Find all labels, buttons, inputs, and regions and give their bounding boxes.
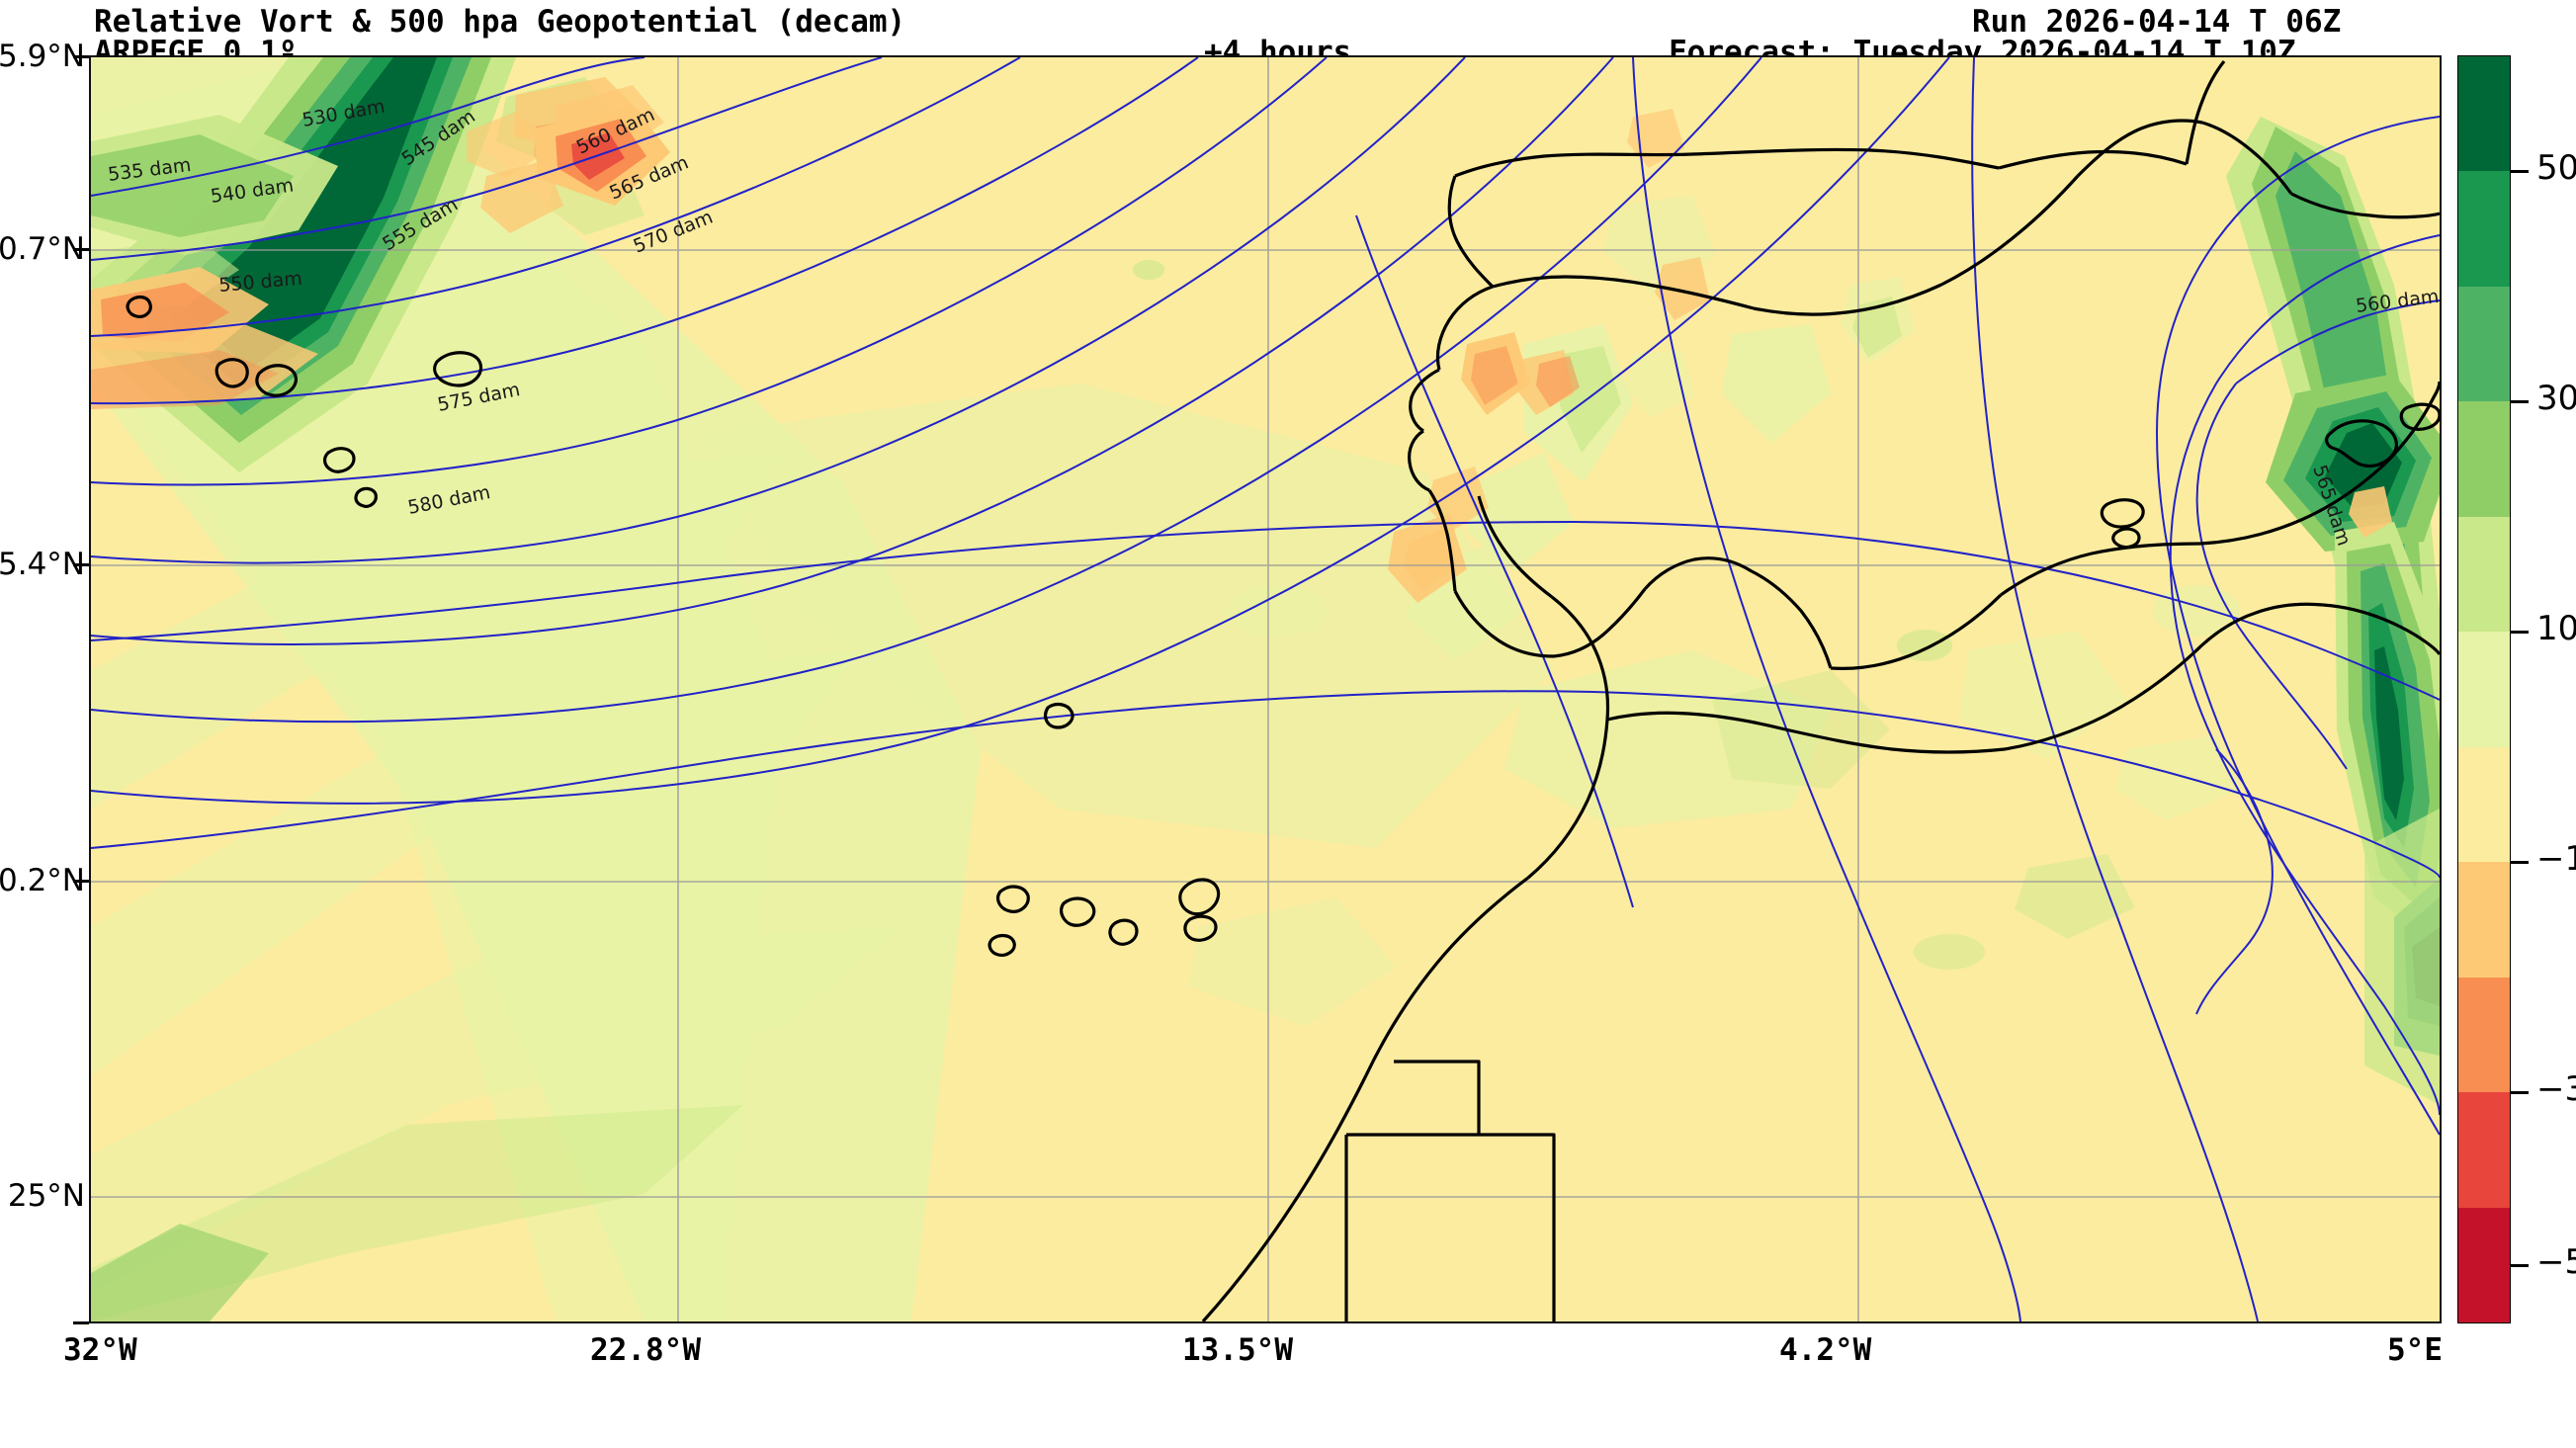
colorbar-label-neg10: −10 — [2536, 839, 2576, 879]
colorbar-tick — [2511, 631, 2529, 634]
y-tick-mark — [73, 55, 89, 58]
x-tick-label-22.8W: 22.8°W — [590, 1332, 701, 1368]
y-tick-label-30.2N: 30.2°N — [0, 863, 85, 898]
colorbar-label-neg30: −30 — [2536, 1069, 2576, 1109]
colorbar-band — [2458, 287, 2510, 401]
colorbar-band — [2458, 632, 2510, 747]
y-tick-label-45.9N: 45.9°N — [0, 39, 85, 74]
colorbar-tick — [2511, 400, 2529, 403]
colorbar-band — [2458, 862, 2510, 978]
y-tick-mark — [73, 563, 89, 566]
colorbar-band — [2458, 747, 2510, 862]
colorbar-band — [2458, 1092, 2510, 1208]
x-tick-label-4.2W: 4.2°W — [1779, 1332, 1872, 1368]
colorbar-tick — [2511, 170, 2529, 173]
map-plot-area: 530 dam 535 dam 540 dam 545 dam 550 dam … — [89, 55, 2442, 1323]
coastlines — [126, 60, 2440, 1321]
colorbar-band — [2458, 401, 2510, 517]
y-tick-label-25N: 25°N — [7, 1178, 85, 1214]
y-tick-label-35.4N: 35.4°N — [0, 547, 85, 582]
colorbar-tick — [2511, 1091, 2529, 1094]
y-tick-label-40.7N: 40.7°N — [0, 231, 85, 267]
page-title: Relative Vort & 500 hpa Geopotential (de… — [94, 4, 906, 40]
colorbar-band — [2458, 1208, 2510, 1322]
colorbar-label-30: 30 — [2536, 379, 2576, 418]
colorbar-tick — [2511, 861, 2529, 864]
x-tick-label-32W: 32°W — [63, 1332, 137, 1368]
y-tick-mark — [73, 1321, 89, 1324]
y-tick-mark — [73, 248, 89, 251]
geopotential-contours — [91, 57, 2440, 1321]
colorbar-band — [2458, 171, 2510, 287]
colorbar-band — [2458, 978, 2510, 1092]
colorbar-band — [2458, 56, 2510, 171]
run-time-label: Run 2026-04-14 T 06Z — [1972, 4, 2342, 40]
colorbar-label-50: 50 — [2536, 148, 2576, 188]
colorbar — [2457, 55, 2511, 1323]
x-tick-label-5E: 5°E — [2387, 1332, 2443, 1368]
map-canvas: 530 dam 535 dam 540 dam 545 dam 550 dam … — [91, 57, 2440, 1321]
colorbar-label-neg50: −50 — [2536, 1242, 2576, 1282]
colorbar-label-10: 10 — [2536, 609, 2576, 648]
x-tick-label-13.5W: 13.5°W — [1182, 1332, 1293, 1368]
y-tick-mark — [73, 880, 89, 883]
colorbar-band — [2458, 517, 2510, 632]
graticule — [91, 57, 2440, 1321]
colorbar-tick — [2511, 1264, 2529, 1267]
